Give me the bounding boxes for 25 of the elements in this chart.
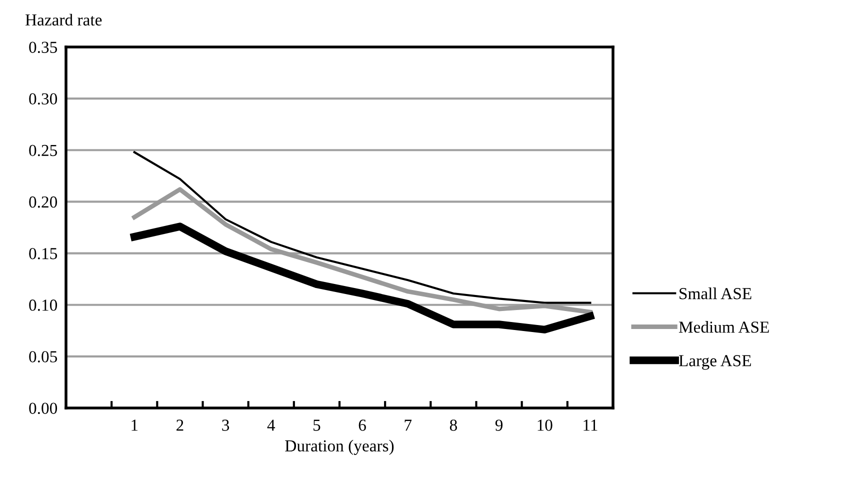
x-tick-label: 5 [314, 420, 320, 431]
x-tick-label: 3 [222, 420, 230, 431]
x-tick-label: 9 [495, 420, 503, 431]
y-tick-label: 0.25 [29, 144, 58, 156]
y-tick-label: 0.30 [29, 93, 58, 105]
x-tick-label: 11 [584, 420, 598, 431]
x-tick-label: 10 [538, 420, 552, 431]
y-tick-label: 0.00 [29, 402, 58, 414]
legend-label: Medium ASE [678, 321, 769, 333]
x-tick-label: 2 [176, 420, 184, 431]
y-tick-label: 0.05 [29, 351, 58, 362]
x-tick-label: 7 [404, 420, 412, 431]
legend-label: Large ASE [678, 355, 751, 370]
line-series [133, 151, 592, 304]
y-axis-title: Hazard rate [25, 14, 102, 26]
y-tick-label: 0.15 [29, 248, 58, 260]
x-tick-label: 1 [132, 420, 138, 431]
x-axis-title: Duration (years) [285, 440, 394, 455]
y-tick-label: 0.20 [29, 196, 58, 208]
y-tick-label: 0.35 [29, 42, 58, 54]
legend-label: Small ASE [680, 288, 752, 300]
y-tick-label: 0.10 [29, 300, 58, 311]
x-tick-label: 8 [450, 420, 457, 431]
x-tick-label: 6 [358, 420, 366, 431]
x-tick-label: 4 [267, 420, 276, 431]
